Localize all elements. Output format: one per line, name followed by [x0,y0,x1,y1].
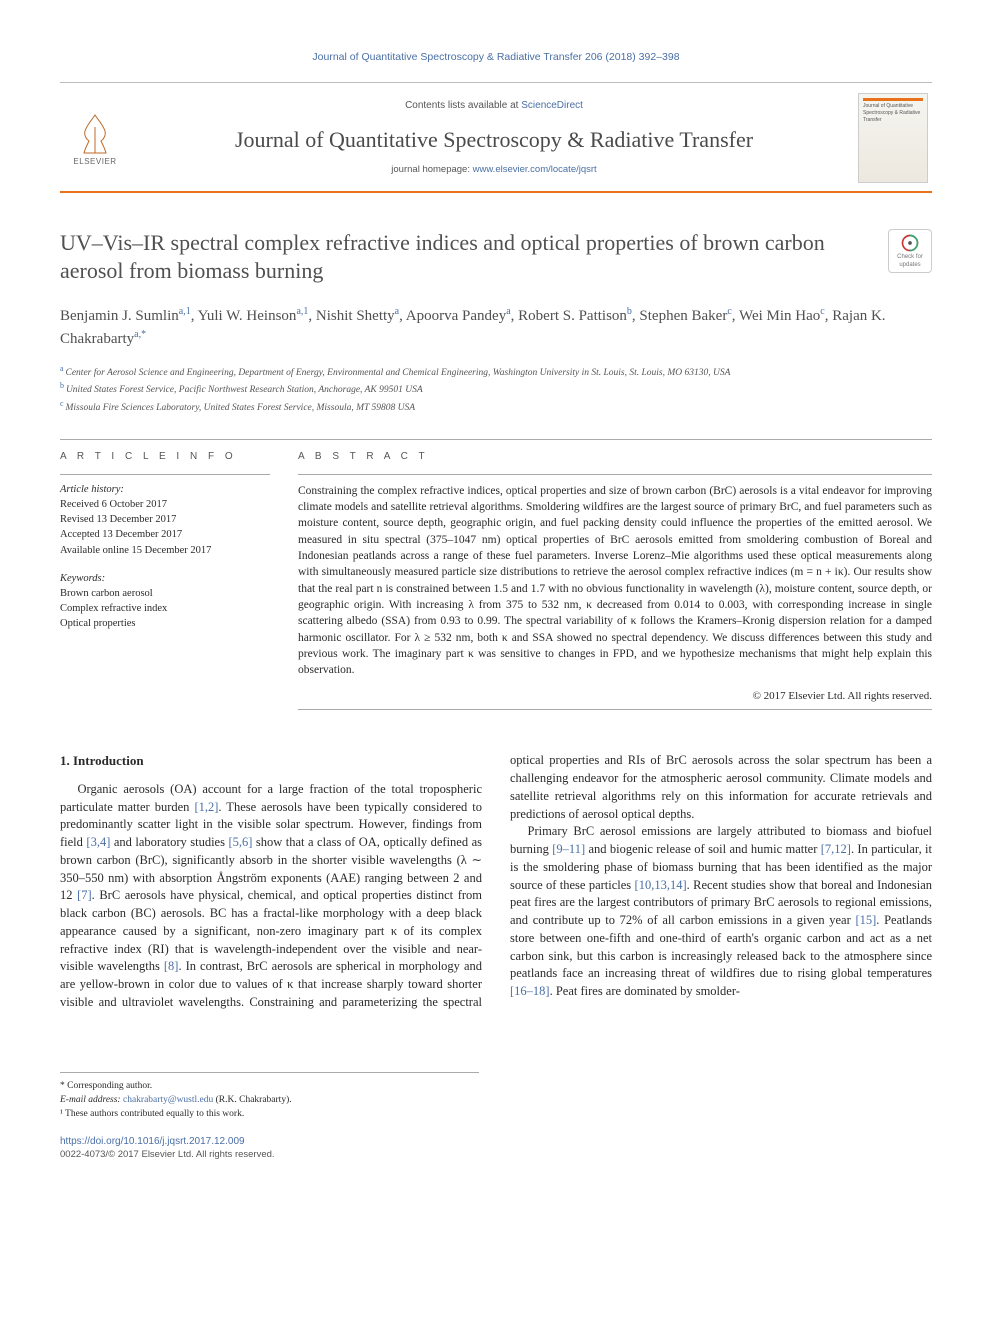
author-affil-marker: a,1 [296,306,308,317]
doi-link[interactable]: https://doi.org/10.1016/j.jqsrt.2017.12.… [60,1136,245,1147]
history-line: Revised 13 December 2017 [60,512,270,527]
ref-link[interactable]: [16–18] [510,984,550,998]
author-name: Wei Min Hao [739,308,820,324]
journal-name: Journal of Quantitative Spectroscopy & R… [130,125,858,155]
article-info-column: A R T I C L E I N F O Article history: R… [60,440,270,718]
affiliation-line: a Center for Aerosol Science and Enginee… [60,363,932,380]
ref-link[interactable]: [3,4] [86,835,110,849]
author-affil-marker: a [395,306,399,317]
intro-paragraph-3: Primary BrC aerosol emissions are largel… [510,823,932,1001]
author-affil-marker: c [820,306,824,317]
ref-link[interactable]: [9–11] [552,842,585,856]
affil-text: Missoula Fire Sciences Laboratory, Unite… [66,403,416,413]
article-title: UV–Vis–IR spectral complex refractive in… [60,229,888,285]
publisher-logo: ELSEVIER [60,109,130,168]
ref-link[interactable]: [10,13,14] [635,878,687,892]
keyword: Optical properties [60,616,270,631]
author-affil-marker: a,* [134,329,146,340]
crossmark-line1: Check for [897,254,923,260]
keywords-list: Brown carbon aerosolComplex refractive i… [60,586,270,632]
author-affil-marker: a,1 [179,306,191,317]
author-name: Benjamin J. Sumlin [60,308,179,324]
affiliations: a Center for Aerosol Science and Enginee… [60,363,932,415]
copyright-line: © 2017 Elsevier Ltd. All rights reserved… [298,689,932,704]
author-name: Nishit Shetty [316,308,395,324]
crossmark-line2: updates [899,262,920,268]
history-line: Received 6 October 2017 [60,497,270,512]
abstract-heading: A B S T R A C T [298,450,932,464]
publisher-name: ELSEVIER [73,157,116,168]
ref-link[interactable]: [7] [77,888,92,902]
section-1-heading: 1. Introduction [60,752,482,770]
author-name: Apoorva Pandey [406,308,506,324]
ref-link[interactable]: [7,12] [821,842,851,856]
footnotes: * Corresponding author. E-mail address: … [60,1072,479,1122]
author-affil-marker: c [727,306,731,317]
cover-label: Journal of Quantitative Spectroscopy & R… [863,103,923,123]
email-line: E-mail address: chakrabarty@wustl.edu (R… [60,1093,479,1107]
doi-block: https://doi.org/10.1016/j.jqsrt.2017.12.… [60,1135,932,1161]
affiliation-line: b United States Forest Service, Pacific … [60,380,932,397]
ref-link[interactable]: [15] [855,913,876,927]
author-name: Yuli W. Heinson [198,308,297,324]
author-name: Robert S. Pattison [518,308,627,324]
history-line: Accepted 13 December 2017 [60,527,270,542]
keywords-label: Keywords: [60,572,270,586]
ref-link[interactable]: [5,6] [228,835,252,849]
history-lines: Received 6 October 2017Revised 13 Decemb… [60,497,270,558]
sciencedirect-link[interactable]: ScienceDirect [521,100,583,111]
keyword: Complex refractive index [60,601,270,616]
keyword: Brown carbon aerosol [60,586,270,601]
author-list: Benjamin J. Sumlina,1, Yuli W. Heinsona,… [60,305,932,351]
crossmark-icon [900,233,920,253]
author-affil-marker: b [627,306,632,317]
body-text: 1. Introduction Organic aerosols (OA) ac… [60,752,932,1011]
affil-text: United States Forest Service, Pacific No… [66,386,423,396]
journal-masthead: ELSEVIER Contents lists available at Sci… [60,82,932,193]
corresponding-author-note: * Corresponding author. [60,1079,479,1093]
contents-available-line: Contents lists available at ScienceDirec… [130,99,858,113]
running-head: Journal of Quantitative Spectroscopy & R… [60,50,932,64]
homepage-prefix: journal homepage: [391,164,472,175]
crossmark-badge[interactable]: Check for updates [888,229,932,273]
journal-homepage-line: journal homepage: www.elsevier.com/locat… [130,164,858,177]
author-affil-marker: a [506,306,510,317]
corresponding-email-link[interactable]: chakrabarty@wustl.edu [123,1095,213,1105]
affil-text: Center for Aerosol Science and Engineeri… [66,368,731,378]
equal-contribution-note: ¹ These authors contributed equally to t… [60,1107,479,1121]
history-line: Available online 15 December 2017 [60,543,270,558]
journal-homepage-link[interactable]: www.elsevier.com/locate/jqsrt [473,164,597,175]
history-label: Article history: [60,483,270,497]
abstract-column: A B S T R A C T Constraining the complex… [298,440,932,718]
contents-prefix: Contents lists available at [405,100,521,111]
affiliation-line: c Missoula Fire Sciences Laboratory, Uni… [60,398,932,415]
abstract-text: Constraining the complex refractive indi… [298,483,932,679]
journal-cover-thumbnail: Journal of Quantitative Spectroscopy & R… [858,93,928,183]
article-info-heading: A R T I C L E I N F O [60,450,270,464]
elsevier-tree-icon [71,109,119,157]
author-name: Stephen Baker [639,308,727,324]
ref-link[interactable]: [1,2] [194,800,218,814]
issn-copyright-line: 0022-4073/© 2017 Elsevier Ltd. All right… [60,1149,932,1162]
ref-link[interactable]: [8] [164,959,179,973]
